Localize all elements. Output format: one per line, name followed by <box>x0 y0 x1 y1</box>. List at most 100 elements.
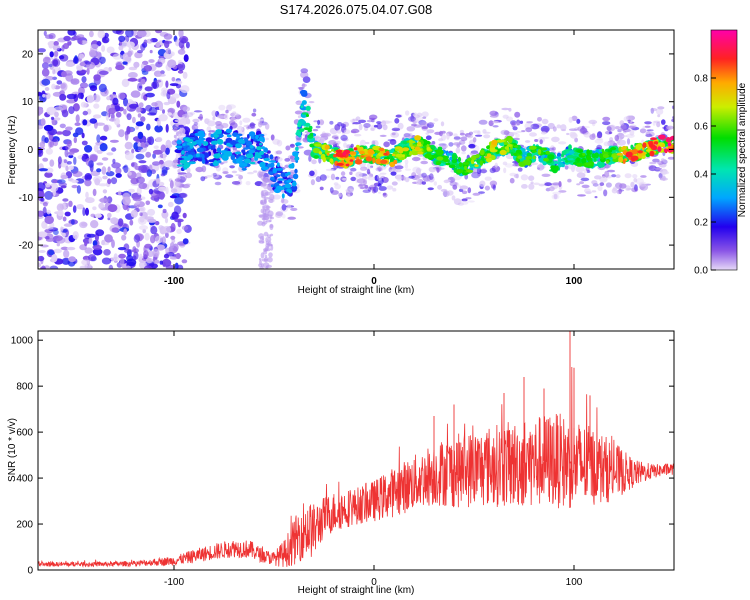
spectrogram-cell <box>174 196 184 205</box>
spectrogram-cell <box>74 122 81 126</box>
spectrogram-cell <box>216 114 223 118</box>
spectrogram-cell <box>96 134 101 143</box>
spectrogram-cell <box>117 218 124 227</box>
spectrogram-cell <box>182 106 191 112</box>
spectrogram-cell <box>156 73 166 77</box>
spectrogram-cell <box>315 125 321 129</box>
spectrogram-cell <box>576 118 581 124</box>
spectrogram-cell <box>71 179 79 184</box>
spectrogram-cell <box>610 147 617 151</box>
spectrogram-cell <box>538 183 546 187</box>
spectrogram-cell <box>592 183 599 187</box>
spectrogram-cell <box>66 246 76 251</box>
spectrogram-cell <box>79 265 90 269</box>
spectrogram-cell <box>478 191 485 194</box>
spectrogram-cell <box>103 249 111 256</box>
spectrogram-cell <box>176 100 181 108</box>
spectrogram-cell <box>135 153 145 160</box>
spectrogram-cell <box>133 61 140 68</box>
spectrogram-cell <box>591 180 598 185</box>
spectrogram-cell <box>161 258 172 267</box>
spectrogram-cell <box>82 119 88 126</box>
spectrogram-cell <box>103 124 109 132</box>
spectrogram-cell <box>123 108 127 115</box>
spectrogram-cell <box>112 158 116 164</box>
spectrogram-cell <box>182 212 187 219</box>
spectrogram-cell <box>242 117 251 123</box>
spectrogram-cell <box>41 265 46 269</box>
spectrogram-cell <box>107 204 118 213</box>
spectrogram-cell <box>135 125 139 130</box>
spectrogram-cell <box>182 71 188 79</box>
spectrogram-cell <box>59 93 67 101</box>
spectrogram-cell <box>334 137 339 140</box>
spectrogram-cell <box>111 147 117 152</box>
spectrogram-cell <box>86 67 90 75</box>
spectrogram-cell <box>99 56 106 64</box>
spectrogram-cell <box>150 226 158 235</box>
spectrogram-cell <box>193 135 199 142</box>
spectrogram-cell <box>80 40 88 45</box>
spectrogram-cell <box>57 210 64 217</box>
spectrogram-cell <box>134 51 143 59</box>
spectrogram-cell <box>402 176 406 181</box>
spectrogram-cell <box>618 156 624 163</box>
spectrogram-cell <box>413 112 418 118</box>
spectrogram-cell <box>568 144 572 150</box>
spectrogram-cell <box>379 134 387 137</box>
spectrogram-cell <box>311 159 317 165</box>
spectrogram-cell <box>470 159 475 165</box>
spectrogram-cell <box>426 129 435 134</box>
spectrogram-cell <box>259 150 265 155</box>
spectrogram-cell <box>270 176 275 180</box>
spectrogram-cell <box>553 161 559 165</box>
spectrogram-cell <box>414 135 422 141</box>
spectrogram-cell <box>218 104 226 111</box>
spectrogram-cell <box>528 183 535 190</box>
spectrogram-cell <box>93 175 103 183</box>
spectrogram-cell <box>606 126 612 132</box>
spectrogram-cell <box>198 130 205 135</box>
snr-y-axis-label: SNR (10 * v/v) <box>7 418 18 482</box>
spectrogram-cell <box>635 144 643 150</box>
spectrogram-cell <box>148 188 154 195</box>
spectrogram-cell <box>303 127 310 131</box>
spectrogram-cell <box>431 141 436 145</box>
spectrogram-cell <box>126 113 132 121</box>
spectrogram-cell <box>440 121 445 127</box>
spectrogram-cell <box>638 181 647 187</box>
spectrogram-cell <box>115 173 122 178</box>
spectrogram-cell <box>470 150 479 154</box>
spectrogram-y-tick-label: 20 <box>22 49 34 60</box>
spectrogram-cell <box>633 178 638 183</box>
spectrogram-cell <box>125 30 134 38</box>
spectrogram-cell <box>175 145 183 149</box>
spectrogram-cell <box>58 104 68 110</box>
spectrogram-cell <box>261 238 265 244</box>
spectrogram-cell <box>281 193 285 199</box>
spectrogram-cell <box>245 153 254 159</box>
spectrogram-cell <box>550 165 555 169</box>
spectrogram-cell <box>249 145 254 149</box>
spectrogram-cell <box>184 137 191 142</box>
spectrogram-cell <box>124 132 129 141</box>
spectrogram-cell <box>561 163 565 168</box>
spectrogram-cell <box>118 253 126 259</box>
spectrogram-cell <box>152 153 157 159</box>
spectrogram-cell <box>457 156 461 163</box>
spectrogram-cell <box>445 162 451 166</box>
spectrogram-cell <box>153 145 159 149</box>
spectrogram-cell <box>492 120 499 124</box>
spectrogram-cell <box>112 97 119 106</box>
spectrogram-cell <box>551 136 560 143</box>
spectrogram-cell <box>126 265 131 269</box>
spectrogram-cell <box>199 113 203 121</box>
spectrogram-cell <box>106 152 114 156</box>
spectrogram-cell <box>669 135 674 141</box>
spectrogram-cell <box>506 116 513 122</box>
spectrogram-cell <box>230 154 236 161</box>
spectrogram-cell <box>350 143 354 148</box>
spectrogram-cell <box>154 235 164 244</box>
spectrogram-cell <box>85 191 89 199</box>
